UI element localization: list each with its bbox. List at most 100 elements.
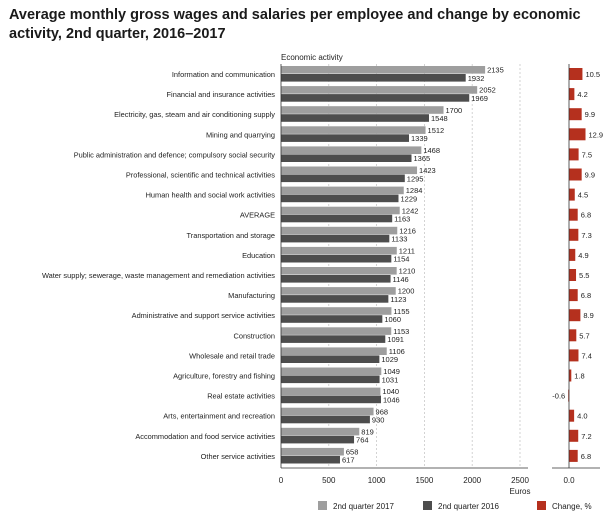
bar-2016	[281, 435, 355, 444]
bar-2017	[281, 66, 486, 74]
bar-2017	[281, 447, 344, 456]
bar-change	[569, 269, 577, 281]
bar-2017	[281, 246, 397, 255]
bar-2017	[281, 287, 396, 295]
data-label-2016: 930	[372, 416, 385, 425]
bar-2017	[281, 427, 360, 436]
x-tick-label: 2500	[511, 476, 529, 485]
category-label: AVERAGE	[240, 211, 275, 220]
data-label-change: 8.9	[583, 311, 593, 320]
data-label-2016: 1046	[383, 395, 400, 404]
data-label-2016: 617	[342, 456, 355, 465]
data-label-2016: 1133	[391, 235, 407, 244]
legend: 2nd quarter 2017 2nd quarter 2016 Change, …	[318, 501, 592, 511]
data-label-2016: 1969	[471, 94, 488, 103]
data-label-2016: 1123	[390, 295, 406, 304]
bar-2016	[281, 355, 380, 363]
legend-label: 2nd quarter 2016	[438, 502, 499, 511]
bar-2017	[281, 407, 374, 416]
data-label-2016: 1091	[387, 335, 404, 344]
data-label-2017: 1423	[419, 166, 436, 175]
legend-swatch	[423, 501, 432, 510]
data-label-change: 4.2	[577, 90, 587, 99]
bar-2016	[281, 214, 393, 223]
bar-2017	[281, 126, 426, 134]
data-label-2017: 1512	[428, 126, 445, 135]
data-label-2017: 1153	[393, 327, 409, 336]
bar-change	[569, 188, 575, 201]
bar-2016	[281, 74, 466, 82]
bar-2016	[281, 154, 412, 162]
x-tick-label: 500	[322, 476, 336, 485]
data-label-2017: 1284	[406, 186, 423, 195]
bar-2016	[281, 275, 391, 283]
data-label-change: 7.4	[581, 351, 591, 360]
data-label-change: 4.9	[578, 251, 588, 260]
grid-lines	[328, 64, 521, 468]
bar-2017	[281, 226, 398, 235]
bar-2016	[281, 295, 389, 303]
axes: 0 500 1000 1500 2000 2500 Euros Economic activi…	[279, 53, 600, 496]
legend-swatch	[537, 501, 546, 510]
data-label-2016: 1031	[382, 375, 399, 384]
data-label-change: 9.9	[585, 171, 595, 180]
bar-2016	[281, 174, 405, 183]
category-label: Public administration and defence; compu…	[74, 150, 276, 159]
data-label-change: 5.7	[579, 331, 589, 340]
bar-2017	[281, 367, 382, 376]
bar-2016	[281, 94, 470, 102]
data-label-2017: 1210	[399, 267, 416, 276]
data-label-change: 10.5	[585, 70, 600, 79]
bar-2017	[281, 347, 387, 355]
data-label-change: 12.9	[589, 130, 604, 139]
bar-2016	[281, 134, 410, 142]
category-label: Professional, scientific and technical a…	[126, 171, 275, 180]
bar-2017	[281, 327, 392, 335]
data-label-2017: 658	[346, 448, 359, 457]
data-label-2017: 2135	[487, 66, 504, 75]
bar-change	[569, 369, 572, 382]
data-label-2016: 1932	[468, 74, 485, 83]
category-axis-title: Economic activity	[281, 53, 343, 62]
bar-2017	[281, 86, 478, 94]
category-label: Electricity, gas, steam and air conditio…	[114, 110, 275, 119]
bar-2017	[281, 307, 392, 315]
data-label-change: -0.6	[552, 392, 565, 401]
category-label: Accommodation and food service activitie…	[135, 432, 275, 441]
data-label-change: 5.5	[579, 271, 589, 280]
data-label-2016: 1229	[400, 194, 417, 203]
bar-2016	[281, 395, 381, 404]
bar-2017	[281, 267, 397, 275]
category-label: Human health and social work activities	[146, 191, 276, 200]
category-label: Information and communication	[172, 70, 275, 79]
data-label-2017: 1700	[446, 106, 463, 115]
bar-change	[569, 148, 579, 161]
category-label: Other service activities	[201, 452, 276, 461]
data-label-2016: 1029	[381, 355, 398, 364]
bar-change	[569, 228, 579, 241]
category-label: Transportation and storage	[187, 231, 275, 240]
bar-change	[569, 329, 577, 342]
data-label-2016: 1154	[393, 255, 409, 264]
category-label: Manufacturing	[228, 291, 275, 300]
category-label: Agriculture, forestry and fishing	[173, 372, 275, 381]
category-label: Arts, entertainment and recreation	[163, 412, 275, 421]
data-label-2017: 1211	[399, 247, 415, 256]
data-label-2016: 1548	[431, 114, 448, 123]
bar-2016	[281, 254, 392, 263]
data-label-change: 7.5	[582, 150, 592, 159]
data-label-change: 6.8	[581, 452, 591, 461]
category-label: Administrative and support service activ…	[132, 311, 276, 320]
category-label: Wholesale and retail trade	[189, 351, 275, 360]
data-label-2016: 1163	[394, 215, 410, 224]
category-label: Real estate activities	[207, 392, 275, 401]
x-axis-title: Euros	[510, 487, 531, 496]
bar-2017	[281, 146, 422, 154]
legend-label: Change, %	[552, 502, 592, 511]
data-label-2016: 1365	[413, 154, 430, 163]
data-label-change: 7.3	[581, 231, 591, 240]
category-labels: Information and communication Financial a…	[42, 70, 275, 461]
bar-2016	[281, 335, 386, 343]
data-label-2017: 1155	[393, 307, 409, 316]
